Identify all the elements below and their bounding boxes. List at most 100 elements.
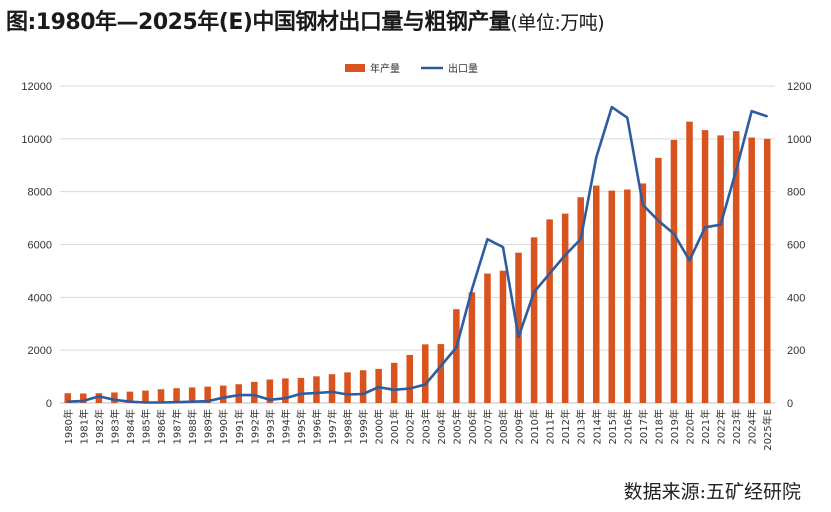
right-tick-label: 1200 [787, 81, 811, 93]
line-point [331, 391, 333, 393]
x-tick-label: 2025年E [761, 409, 774, 451]
x-tick-label: 2014年 [590, 409, 603, 444]
legend: 年产量 出口量 [345, 62, 478, 75]
bar [639, 183, 647, 403]
bar [359, 370, 367, 403]
x-tick-label: 1984年 [124, 409, 137, 444]
left-tick-label: 4000 [28, 292, 52, 304]
gridlines [60, 85, 775, 404]
bar [235, 384, 243, 403]
title-unit: (单位:万吨) [510, 12, 605, 34]
x-tick-label: 2015年 [606, 409, 619, 444]
x-tick-label: 2010年 [528, 409, 541, 444]
x-tick-label: 1986年 [155, 409, 168, 444]
x-tick-label: 2001年 [388, 409, 401, 444]
line-point [486, 238, 489, 241]
x-tick-label: 1983年 [108, 409, 121, 444]
left-tick-label: 6000 [28, 240, 52, 252]
bar [95, 393, 103, 403]
legend-label-bar: 年产量 [370, 62, 400, 75]
x-tick-label: 2003年 [419, 409, 432, 444]
legend-swatch-bar [345, 64, 365, 72]
line-point [471, 288, 473, 291]
bar [157, 389, 165, 403]
x-tick-label: 1985年 [139, 409, 152, 444]
bar [577, 197, 584, 403]
right-axis: 0 200 400 600 800 1000 1200 [787, 81, 811, 410]
line-point [129, 400, 131, 403]
bar [390, 362, 398, 403]
line-point [160, 401, 162, 404]
bar [701, 130, 709, 403]
right-tick-label: 600 [787, 240, 805, 252]
x-tick-label: 2008年 [497, 409, 510, 444]
line-point [424, 383, 427, 386]
bar [282, 378, 289, 403]
line-point [688, 259, 691, 262]
x-tick-label: 1994年 [279, 409, 292, 444]
line-point [610, 106, 613, 108]
bar [204, 386, 211, 403]
bar [748, 137, 755, 403]
line-point [362, 393, 364, 395]
right-tick-label: 800 [787, 187, 805, 199]
x-tick-label: 2017年 [637, 409, 650, 444]
x-tick-label: 2005年 [450, 409, 463, 444]
bar [686, 121, 693, 403]
bar [717, 135, 724, 403]
bar [219, 385, 227, 403]
right-tick-label: 400 [787, 292, 805, 304]
line-point [269, 399, 271, 401]
bar [422, 344, 429, 403]
bar [344, 372, 351, 403]
line-point [735, 169, 737, 172]
bar [530, 237, 538, 403]
line-point [346, 393, 349, 396]
line-point [66, 400, 69, 403]
x-tick-label: 1998年 [342, 409, 355, 444]
x-axis: 1980年 1981年 1982年 1983年 1984年 1985年 1986年 1987年… [62, 409, 774, 451]
bar [80, 393, 87, 403]
bar [732, 131, 740, 404]
bar [499, 270, 507, 403]
line-point [719, 223, 722, 226]
x-tick-label: 2020年 [684, 409, 697, 444]
line-point [315, 392, 318, 394]
bar [266, 379, 274, 403]
bar [515, 252, 522, 403]
bar [763, 138, 771, 404]
x-tick-label: 2012年 [559, 409, 572, 444]
bar [484, 273, 491, 403]
bar [126, 391, 134, 403]
left-tick-label: 12000 [21, 81, 52, 93]
bar [297, 377, 305, 403]
line-point [237, 394, 240, 396]
bar [608, 190, 616, 403]
line-point [502, 246, 504, 248]
line-point [144, 401, 147, 404]
line-point [377, 386, 380, 388]
x-tick-label: 2004年 [435, 409, 448, 444]
x-tick-label: 1996年 [310, 409, 323, 444]
line-point [626, 116, 629, 119]
bar-series [64, 121, 771, 404]
line-point [548, 272, 551, 275]
bar [406, 354, 413, 403]
bar [328, 374, 336, 403]
line-point [440, 365, 442, 367]
x-tick-label: 1982年 [93, 409, 106, 444]
line-point [673, 233, 675, 235]
source-note: 数据来源:五矿经研院 [623, 481, 801, 503]
line-point [579, 238, 582, 241]
left-axis: 0 2000 4000 6000 8000 10000 12000 [21, 81, 52, 410]
line-point [98, 395, 100, 398]
line-path [67, 105, 768, 404]
line-point [533, 291, 535, 293]
bar [468, 292, 476, 403]
line-point [206, 400, 209, 402]
x-tick-label: 1997年 [326, 409, 339, 444]
line-point [408, 387, 411, 390]
x-tick-label: 2022年 [715, 409, 728, 444]
line-point [113, 399, 116, 401]
